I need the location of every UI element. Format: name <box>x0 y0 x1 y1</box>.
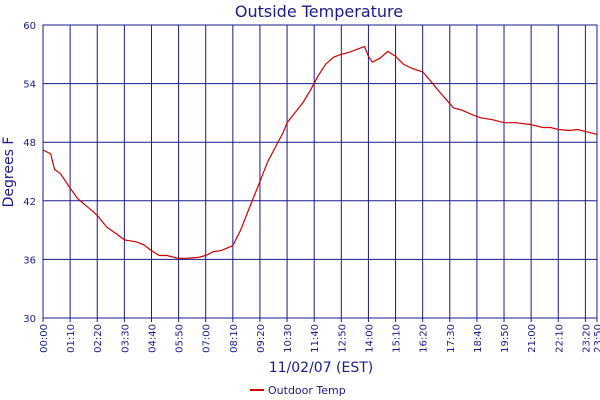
x-tick-label: 15:10 <box>392 324 403 353</box>
y-tick-label: 54 <box>23 80 36 91</box>
grid <box>42 24 598 322</box>
x-tick-label: 03:30 <box>120 324 131 353</box>
y-axis-label: Degrees F <box>1 137 17 208</box>
y-axis-ticks: 30 36 42 48 54 60 <box>23 21 36 325</box>
x-tick-label: 04:40 <box>147 324 158 353</box>
x-tick-label: 16:20 <box>419 324 430 353</box>
series-line <box>42 45 598 259</box>
x-tick-label: 23:50 <box>593 324 600 353</box>
y-tick-label: 30 <box>23 314 36 325</box>
y-tick-label: 60 <box>23 21 36 32</box>
x-tick-label: 17:30 <box>446 324 457 353</box>
x-tick-label: 01:10 <box>66 324 77 353</box>
plot-area <box>42 24 598 319</box>
x-axis-ticks: 00:00 01:10 02:20 03:30 04:40 05:50 07:00 08:10… <box>39 324 600 353</box>
y-tick-label: 42 <box>23 197 36 208</box>
x-tick-label: 21:00 <box>527 324 538 353</box>
x-tick-label: 14:00 <box>364 324 375 353</box>
y-tick-label: 48 <box>23 138 36 149</box>
x-tick-label: 10:30 <box>283 324 294 353</box>
x-tick-label: 02:20 <box>93 324 104 353</box>
x-tick-label: 11:40 <box>310 324 321 353</box>
x-tick-label: 22:10 <box>554 324 565 353</box>
legend-label: Outdoor Temp <box>268 384 346 397</box>
x-tick-label: 07:00 <box>202 324 213 353</box>
x-tick-label: 08:10 <box>229 324 240 353</box>
x-tick-label: 23:20 <box>581 324 592 353</box>
x-tick-label: 00:00 <box>39 324 50 353</box>
x-tick-label: 19:50 <box>500 324 511 353</box>
x-tick-label: 09:20 <box>256 324 267 353</box>
y-tick-label: 36 <box>23 255 36 266</box>
x-tick-label: 12:50 <box>337 324 348 353</box>
chart-title: Outside Temperature <box>235 2 403 21</box>
series-layer <box>42 45 598 259</box>
legend: Outdoor Temp <box>250 384 346 397</box>
x-tick-label: 18:40 <box>473 324 484 353</box>
x-tick-label: 05:50 <box>175 324 186 353</box>
x-axis-label: 11/02/07 (EST) <box>269 360 374 376</box>
plot-frame <box>42 24 598 319</box>
